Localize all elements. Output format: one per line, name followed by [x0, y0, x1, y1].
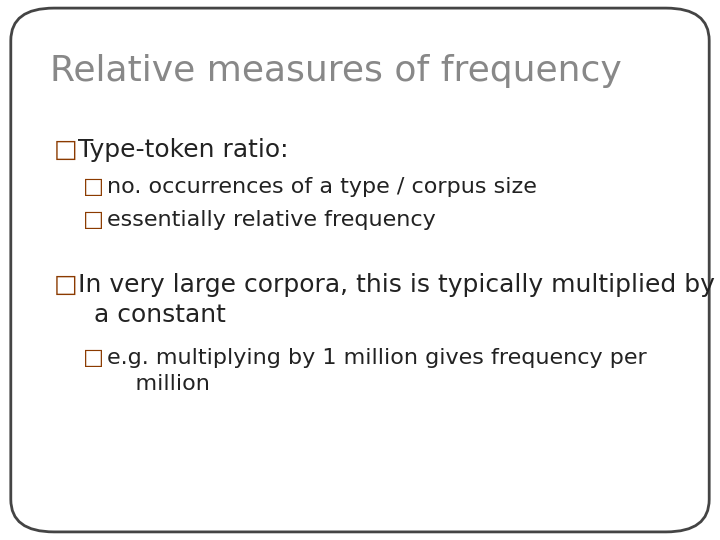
Text: Relative measures of frequency: Relative measures of frequency [50, 54, 622, 88]
Text: no. occurrences of a type / corpus size: no. occurrences of a type / corpus size [107, 177, 536, 197]
Text: □: □ [54, 138, 78, 161]
Text: □: □ [54, 273, 78, 296]
Text: In very large corpora, this is typically multiplied by
  a constant: In very large corpora, this is typically… [78, 273, 715, 327]
Text: essentially relative frequency: essentially relative frequency [107, 210, 436, 230]
Text: □: □ [83, 177, 104, 197]
Text: □: □ [83, 348, 104, 368]
Text: Type-token ratio:: Type-token ratio: [78, 138, 288, 161]
Text: e.g. multiplying by 1 million gives frequency per
    million: e.g. multiplying by 1 million gives freq… [107, 348, 647, 394]
Text: □: □ [83, 210, 104, 230]
FancyBboxPatch shape [11, 8, 709, 532]
